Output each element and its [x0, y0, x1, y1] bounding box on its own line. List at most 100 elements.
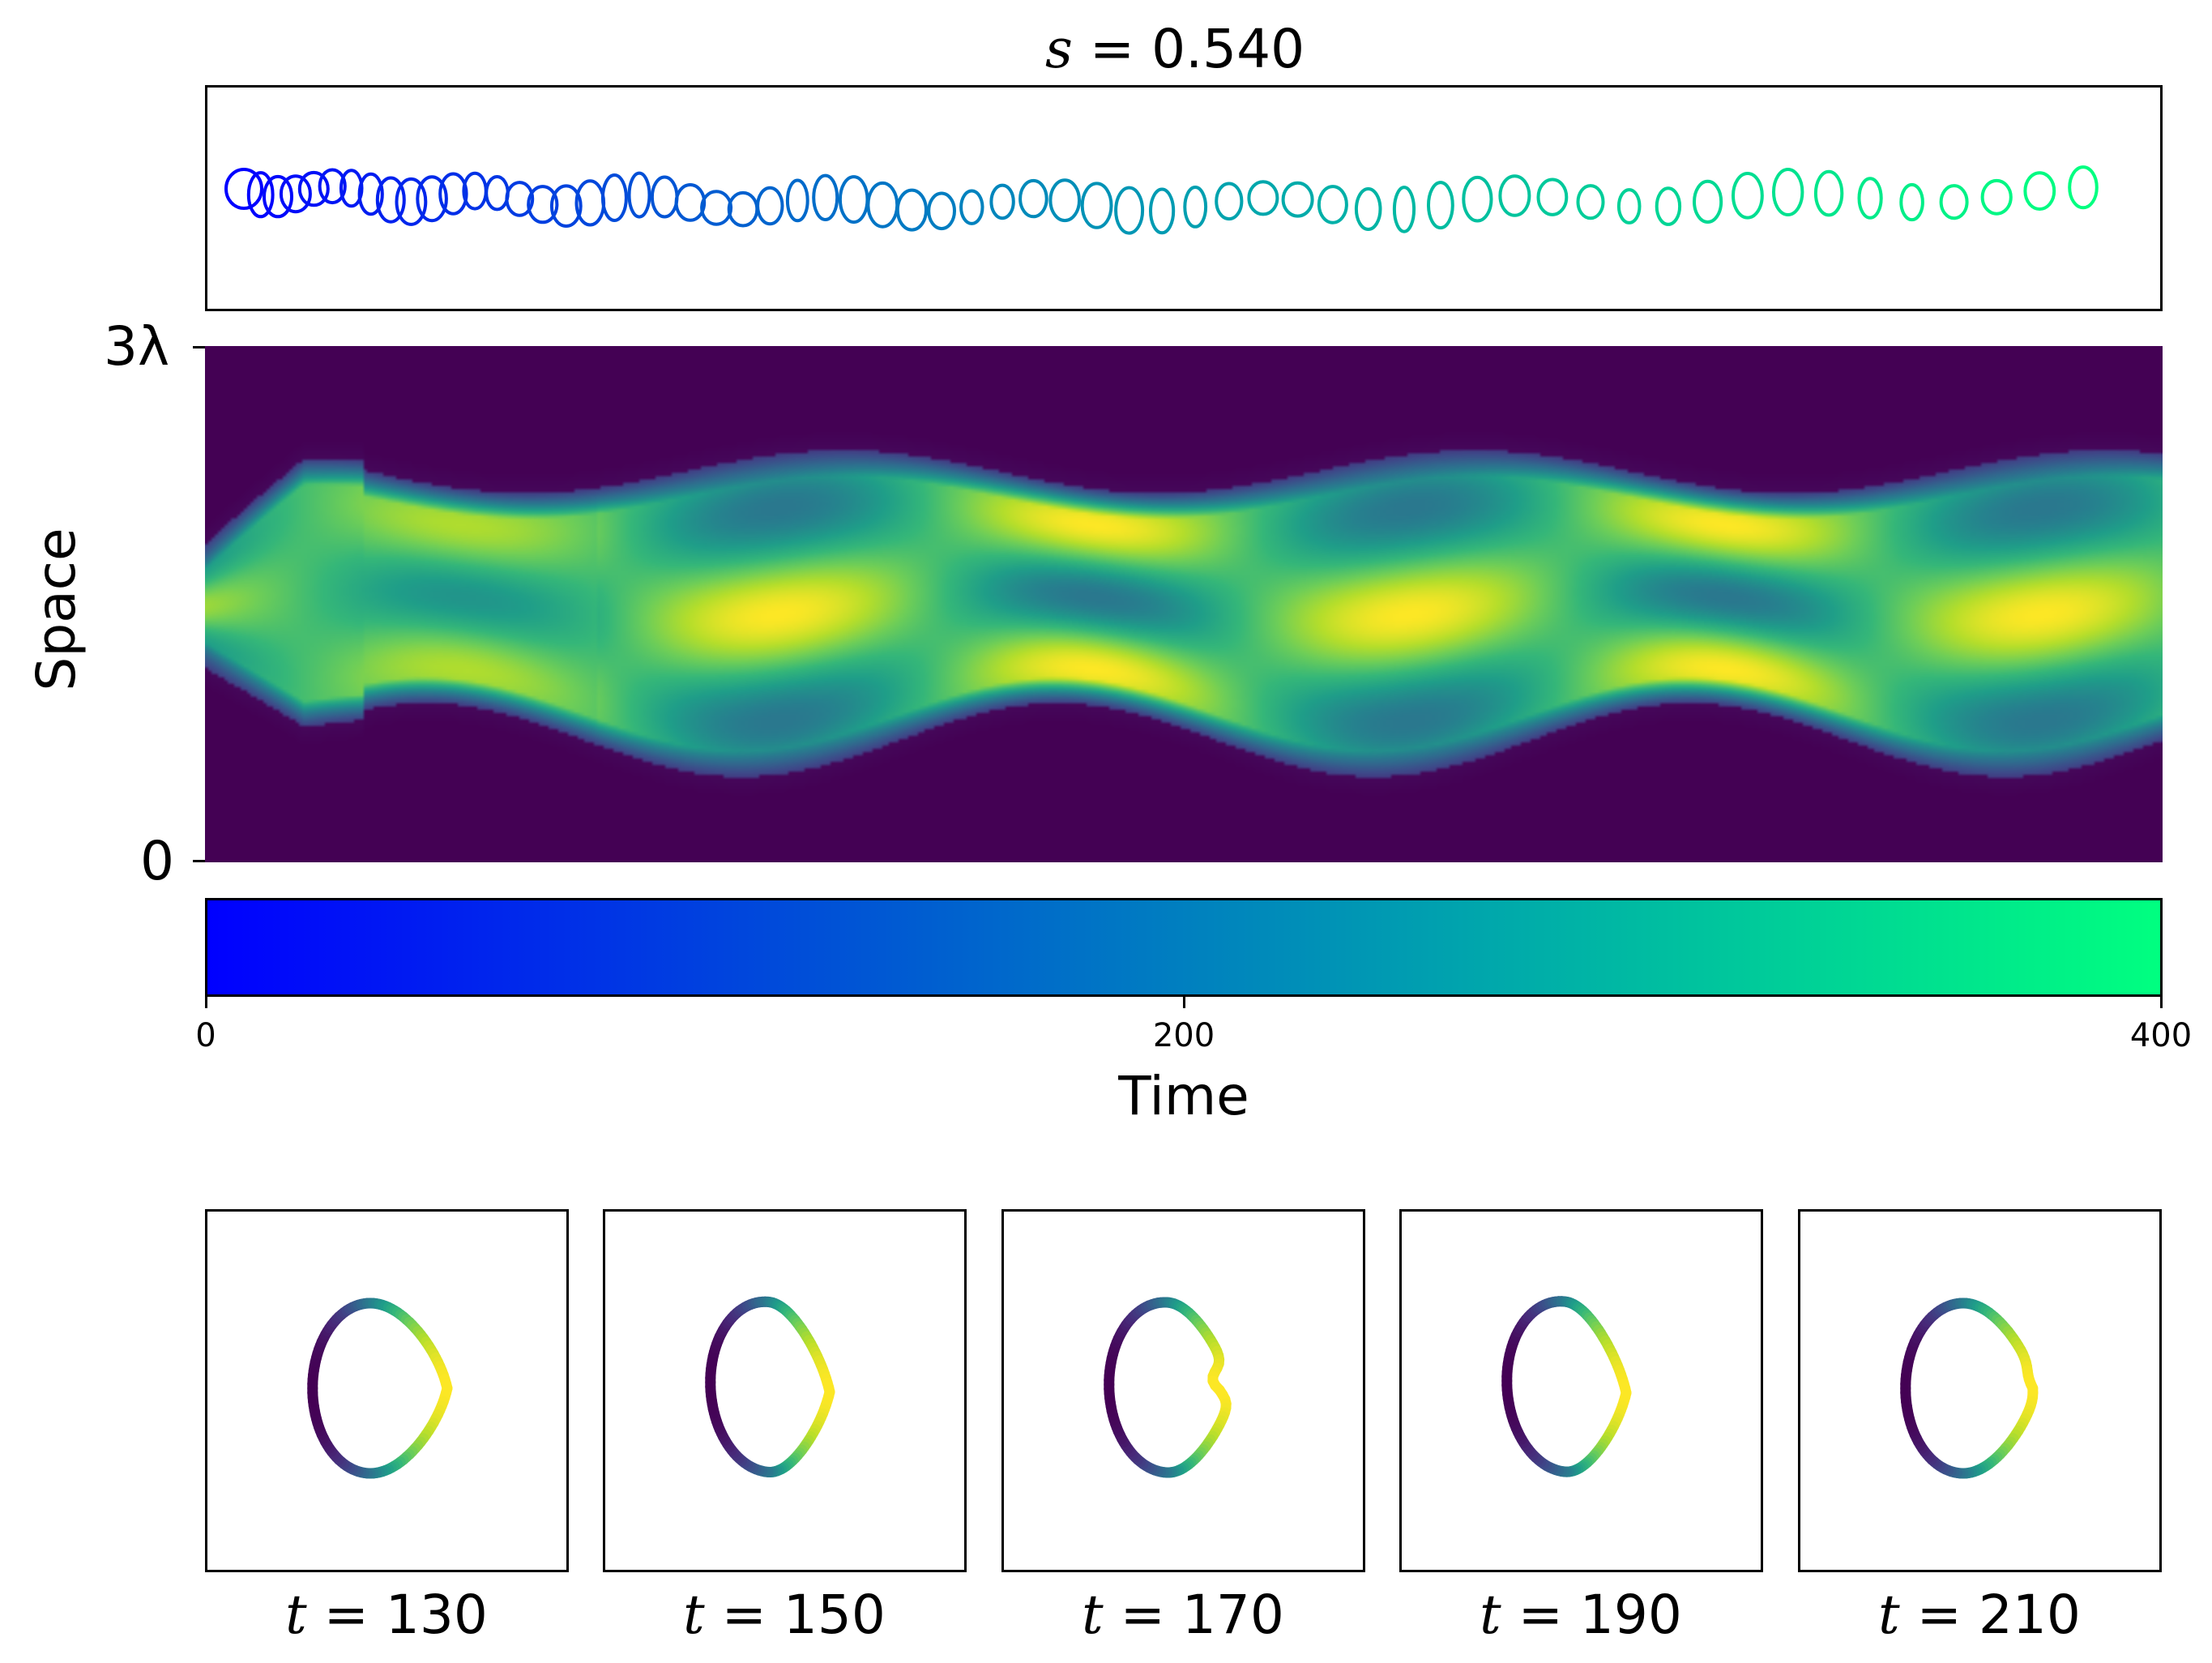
trajectory-outline [674, 182, 707, 222]
snapshot-label-2-eq: = [704, 1584, 784, 1646]
snapshot-label-1: t = 130 [285, 1588, 488, 1642]
trajectory-outline [505, 181, 535, 217]
trajectory-outline [1576, 184, 1605, 220]
space-tick-mark-top [193, 346, 205, 348]
space-tick-top: 3λ [104, 315, 170, 378]
time-tick-0: 0 [195, 1017, 216, 1054]
trajectory-outline [1080, 182, 1113, 229]
trajectory-outline [927, 191, 956, 231]
time-tick-200: 200 [1152, 1017, 1215, 1054]
trajectory-outline [485, 175, 510, 212]
trajectory-outline [263, 174, 293, 219]
trajectory-outline [1857, 177, 1883, 220]
trajectory-outline [700, 190, 733, 226]
snapshot-label-5-var: t [1878, 1584, 1900, 1646]
snapshot-outline-2 [705, 1296, 835, 1477]
snapshot-label-4-var: t [1480, 1584, 1501, 1646]
snapshot-outline-segment [441, 1379, 453, 1394]
trajectory-outline [246, 171, 275, 219]
snapshot-outline-segment [1620, 1383, 1632, 1399]
trajectory-outline [224, 168, 263, 210]
snapshot-label-1-eq: = [306, 1584, 386, 1646]
snapshot-label-2-var: t [683, 1584, 705, 1646]
trajectory-outline [1281, 181, 1314, 218]
trajectory-outline [1772, 168, 1804, 216]
space-tick-bottom: 0 [140, 830, 174, 892]
snapshot-panel-2 [603, 1209, 967, 1572]
trajectory-outline [838, 175, 869, 224]
trajectory-outline [1655, 186, 1682, 226]
time-tick-400: 400 [2129, 1017, 2193, 1054]
trajectory-outline [1048, 178, 1081, 223]
snapshot-label-2: t = 150 [683, 1588, 886, 1642]
trajectory-outline [1462, 175, 1493, 223]
snapshot-label-5: t = 210 [1878, 1588, 2081, 1642]
trajectory-outline [375, 176, 406, 224]
space-axis-label: Space [25, 528, 88, 691]
snapshot-label-4-eq: = [1501, 1584, 1580, 1646]
snapshot-outline-segment [823, 1382, 835, 1397]
trajectory-plot [224, 165, 2099, 235]
title-value: 0.540 [1151, 18, 1305, 80]
snapshot-label-5-val: 210 [1978, 1584, 2081, 1646]
time-tick-mark-0 [205, 997, 207, 1008]
time-tick-mark-400 [2160, 997, 2163, 1008]
trajectory-outline [357, 172, 384, 216]
snapshot-label-3: t = 170 [1082, 1588, 1284, 1642]
snapshot-label-1-val: 130 [385, 1584, 488, 1646]
trajectory-outline [1354, 187, 1382, 231]
trajectory-outline [1616, 188, 1642, 224]
time-colorbar [205, 898, 2163, 997]
trajectory-outline [339, 169, 364, 208]
trajectory-outline [416, 175, 448, 223]
trajectory-outline [1498, 174, 1531, 217]
space-tick-mark-bottom [193, 860, 205, 862]
trajectory-outline [395, 177, 428, 226]
trajectory-outline [1939, 184, 1969, 220]
trajectory-outline [959, 189, 984, 225]
trajectory-outline [297, 170, 330, 207]
snapshot-label-3-eq: = [1103, 1584, 1182, 1646]
figure-title: s = 0.540 [1045, 23, 1305, 76]
trajectory-outline [1018, 178, 1048, 219]
title-equals: = [1072, 18, 1152, 80]
snapshot-panel-4 [1399, 1209, 1763, 1572]
snapshot-outline-3 [1104, 1297, 1232, 1478]
snapshot-outline-segment [2025, 1379, 2039, 1394]
trajectory-outline [527, 185, 559, 224]
trajectory-outline [438, 172, 468, 216]
trajectory-outline [2023, 171, 2056, 211]
trajectory-outline [627, 171, 651, 219]
trajectory-outline [756, 186, 784, 226]
snapshot-label-1-var: t [285, 1584, 307, 1646]
trajectory-outline [1149, 187, 1176, 235]
kymograph-panel [205, 346, 2163, 862]
title-variable: s [1045, 18, 1073, 80]
snapshot-outline-1 [307, 1297, 453, 1479]
trajectory-outline [1813, 169, 1844, 217]
trajectory-outline [1392, 186, 1416, 233]
trajectory-outline [1427, 181, 1454, 230]
trajectory-outline [1732, 172, 1764, 220]
trajectory-outline [279, 174, 312, 214]
trajectory-outline [1980, 178, 2013, 216]
trajectory-outline [1114, 186, 1145, 235]
trajectory-outline [812, 173, 839, 222]
trajectory-outline [600, 173, 628, 222]
trajectory-outline [895, 188, 929, 232]
trajectory-outline [318, 168, 347, 205]
trajectory-panel [205, 85, 2163, 311]
trajectory-outline [727, 190, 759, 228]
snapshot-outline-5 [1900, 1297, 2039, 1479]
snapshot-outline-segment [1210, 1380, 1225, 1396]
snapshot-panel-3 [1001, 1209, 1365, 1572]
trajectory-outline [785, 178, 809, 223]
trajectory-outline [1247, 180, 1279, 216]
snapshot-label-5-eq: = [1899, 1584, 1979, 1646]
trajectory-outline [1536, 177, 1569, 216]
snapshot-label-3-var: t [1082, 1584, 1104, 1646]
trajectory-outline [1899, 182, 1924, 222]
trajectory-outline [1183, 185, 1208, 229]
trajectory-outline [549, 184, 583, 228]
snapshot-label-2-val: 150 [783, 1584, 886, 1646]
